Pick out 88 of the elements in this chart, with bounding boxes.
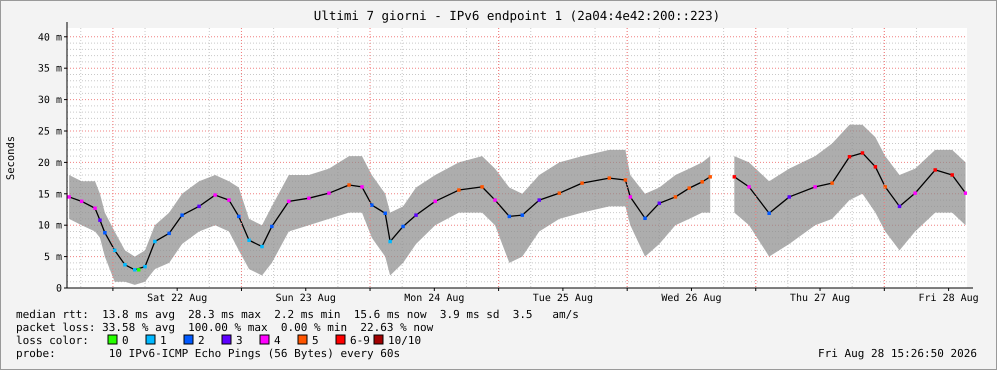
- point: [197, 204, 201, 208]
- point: [874, 165, 878, 169]
- legend-label: 0: [122, 334, 129, 347]
- point: [732, 175, 736, 179]
- point: [123, 263, 127, 266]
- y-tick-label: 30 m: [38, 95, 62, 106]
- y-axis-title: Seconds: [5, 136, 17, 180]
- point: [913, 191, 917, 195]
- point: [520, 213, 524, 217]
- legend-label: 3: [236, 334, 243, 347]
- legend-label: 2: [198, 334, 205, 347]
- point: [688, 186, 691, 190]
- point: [270, 224, 274, 228]
- point: [493, 198, 497, 202]
- point: [624, 178, 628, 182]
- point: [628, 195, 632, 199]
- point: [933, 168, 937, 172]
- legend-label: 5: [312, 334, 319, 347]
- point: [80, 200, 84, 204]
- point: [538, 198, 541, 202]
- point: [643, 216, 647, 220]
- point: [287, 200, 291, 204]
- point: [137, 268, 141, 272]
- point: [133, 268, 136, 272]
- point: [213, 193, 217, 197]
- x-tick-label: Tue 25 Aug: [532, 293, 593, 304]
- point: [112, 248, 116, 252]
- point: [700, 180, 704, 184]
- y-tick-label: 20 m: [38, 158, 62, 169]
- x-tick-label: Sun 23 Aug: [276, 293, 336, 304]
- text: Fri Aug 28 15:26:50 2026: [818, 347, 977, 360]
- point: [180, 213, 184, 217]
- legend-title: loss color:: [16, 334, 89, 347]
- x-tick-label: Wed 26 Aug: [661, 293, 722, 304]
- point: [388, 240, 392, 244]
- text: packet loss: 33.58 % avg 100.00 % max 0.00 % min 22.63 % now: [16, 321, 434, 334]
- point: [98, 218, 102, 222]
- point: [747, 185, 751, 189]
- point: [227, 198, 231, 202]
- y-tick-label: 15 m: [38, 189, 62, 200]
- point: [767, 212, 771, 215]
- legend-label: 4: [274, 334, 281, 347]
- point: [433, 200, 437, 204]
- point: [327, 191, 331, 195]
- point: [788, 195, 791, 199]
- point: [153, 240, 157, 244]
- chart-title: Ultimi 7 giorni - IPv6 endpoint 1 (2a04:4e42:200::223): [314, 8, 720, 23]
- y-tick-label: 10 m: [38, 220, 62, 232]
- y-tick-label: 5 m: [44, 252, 62, 264]
- point: [370, 203, 374, 207]
- point: [860, 151, 864, 155]
- point: [307, 196, 311, 200]
- point: [383, 212, 387, 215]
- point: [167, 232, 171, 236]
- point: [658, 201, 662, 205]
- point: [950, 173, 954, 177]
- y-tick-label: 40 m: [38, 32, 62, 44]
- point: [143, 264, 147, 268]
- point: [247, 238, 251, 242]
- point: [401, 224, 405, 228]
- y-tick-label: 35 m: [38, 64, 62, 75]
- point: [830, 181, 834, 185]
- y-tick-label: 25 m: [38, 126, 62, 138]
- point: [580, 181, 584, 185]
- point: [674, 195, 678, 199]
- point: [480, 185, 484, 189]
- x-tick-label: Mon 24 Aug: [404, 293, 464, 304]
- text: probe: 10 IPv6-ICMP Echo Pings (56 Bytes) every 60s: [16, 347, 400, 360]
- point: [813, 185, 817, 189]
- point: [103, 231, 107, 234]
- point: [67, 195, 71, 199]
- point: [964, 191, 967, 195]
- point: [708, 175, 712, 179]
- legend-label: 1: [160, 334, 167, 347]
- point: [558, 191, 562, 195]
- point: [457, 188, 461, 192]
- legend-label: 10/10: [388, 334, 422, 347]
- point: [93, 206, 97, 210]
- point: [608, 176, 612, 180]
- point: [508, 214, 512, 218]
- x-tick-label: Thu 27 Aug: [790, 293, 850, 304]
- text: median rtt: 13.8 ms avg 28.3 ms max 2.2 ms min 15.6 ms now 3.9 ms sd 3.5 am/s: [16, 308, 579, 321]
- point: [237, 214, 241, 218]
- x-tick-label: Sat 22 Aug: [147, 293, 208, 304]
- legend-label: 6-9: [350, 334, 370, 347]
- y-tick-label: 0: [56, 284, 62, 294]
- x-tick-label: Fri 28 Aug: [918, 293, 979, 304]
- point: [883, 185, 887, 189]
